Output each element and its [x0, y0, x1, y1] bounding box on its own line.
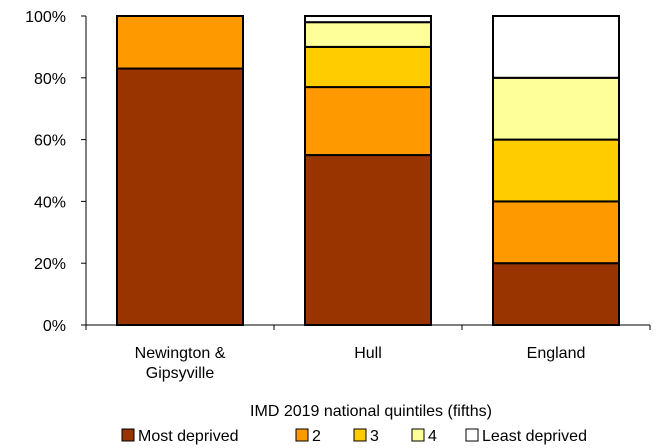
bar-segment-3-4 — [492, 76, 620, 141]
y-tick-label: 80% — [34, 71, 66, 88]
y-tick-label: 0% — [43, 318, 66, 335]
legend-label-1: Most deprived — [138, 428, 239, 445]
legend-swatch-5 — [465, 428, 479, 442]
bar-segment-1-2 — [116, 15, 244, 70]
y-tick-label: 40% — [34, 194, 66, 211]
bar-segment-2-1 — [304, 154, 432, 326]
x-category-label: Newington & Gipsyville — [135, 345, 226, 382]
legend-swatch-4 — [411, 428, 425, 442]
legend-label-2: 2 — [312, 428, 321, 445]
x-category-label: Hull — [354, 345, 382, 362]
legend: Most deprived 2 3 4 Least deprived — [121, 428, 587, 445]
bar-segment-3-3 — [492, 138, 620, 203]
bar-segment-3-1 — [492, 262, 620, 327]
legend-label-4: 4 — [428, 428, 437, 445]
bar-segment-3-2 — [492, 200, 620, 265]
legend-swatch-2 — [295, 428, 309, 442]
legend-label-5: Least deprived — [482, 428, 587, 445]
bar-segment-2-2 — [304, 86, 432, 157]
bar-segment-2-5 — [304, 15, 432, 24]
legend-swatch-1 — [121, 428, 135, 442]
x-category-label: England — [527, 345, 586, 362]
y-tick-label: 60% — [34, 133, 66, 150]
bar-segment-2-3 — [304, 45, 432, 89]
legend-label-3: 3 — [370, 428, 379, 445]
legend-title: IMD 2019 national quintiles (fifths) — [250, 403, 492, 420]
y-tick-label: 100% — [25, 9, 66, 26]
axes-group — [85, 16, 651, 330]
y-ticks-group: 0% 20% 40% 60% 80% 100% — [25, 9, 86, 335]
y-tick-label: 20% — [34, 256, 66, 273]
x-labels-group: Newington & Gipsyville Hull England — [135, 345, 586, 382]
bar-segment-1-1 — [116, 67, 244, 326]
legend-swatch-3 — [353, 428, 367, 442]
bar-segment-3-5 — [492, 15, 620, 79]
bar-segment-2-4 — [304, 21, 432, 48]
bars-group — [116, 15, 620, 327]
